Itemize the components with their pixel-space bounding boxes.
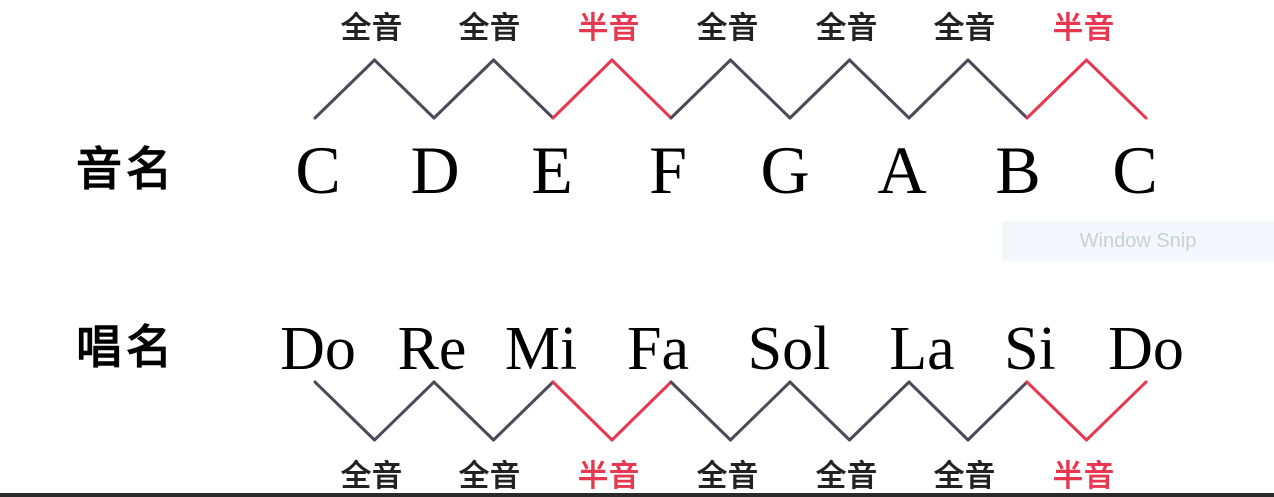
- top-zigzag-segment: [492, 58, 555, 120]
- top-zigzag-segment: [1025, 58, 1088, 120]
- note-solfege: Re: [397, 315, 467, 383]
- note-letter: B: [995, 132, 1041, 208]
- note-letter: G: [760, 132, 810, 208]
- bottom-zigzag-segment: [551, 380, 614, 442]
- bottom-interval-label: 全音: [934, 459, 996, 494]
- bottom-zigzag-segment: [373, 380, 436, 442]
- top-interval-label: 全音: [816, 11, 878, 46]
- top-interval-label: 半音: [1053, 11, 1115, 46]
- top-zigzag-segment: [432, 58, 495, 120]
- top-interval-label: 全音: [697, 11, 759, 46]
- top-interval-label: 全音: [459, 11, 521, 46]
- note-solfege: Do: [1108, 315, 1184, 383]
- bottom-zigzag-segment: [788, 380, 851, 442]
- bottom-zigzag-segment: [313, 380, 376, 442]
- note-solfege: La: [889, 315, 955, 383]
- bottom-zigzag-segment: [432, 380, 495, 442]
- bottom-zigzag-segment: [1085, 380, 1148, 442]
- top-zigzag-segment: [610, 58, 673, 120]
- top-zigzag-segment: [373, 58, 436, 120]
- note-letter: C: [295, 132, 341, 208]
- note-letter: A: [877, 132, 927, 208]
- bottom-interval-label: 全音: [816, 459, 878, 494]
- bottom-interval-label: 全音: [459, 459, 521, 494]
- bottom-interval-label: 半音: [1053, 459, 1115, 494]
- note-letter: E: [531, 132, 573, 208]
- top-interval-label: 半音: [578, 11, 640, 46]
- top-zigzag-segment: [966, 58, 1029, 120]
- bottom-zigzag-segment: [848, 380, 911, 442]
- top-interval-label: 全音: [934, 11, 996, 46]
- note-letter: C: [1112, 132, 1158, 208]
- note-letter: D: [410, 132, 460, 208]
- bottom-zigzag-segment: [907, 380, 970, 442]
- top-interval-label: 全音: [341, 11, 403, 46]
- top-zigzag-segment: [729, 58, 792, 120]
- top-zigzag-segment: [1085, 58, 1148, 120]
- bottom-border: [0, 493, 1274, 497]
- top-zigzag-segment: [551, 58, 614, 120]
- note-solfege: Do: [280, 315, 356, 383]
- bottom-zigzag-segment: [492, 380, 555, 442]
- window-snip-watermark: Window Snip: [1002, 221, 1274, 261]
- bottom-interval-label: 全音: [697, 459, 759, 494]
- note-solfege: Fa: [627, 315, 689, 383]
- top-zigzag-segment: [669, 58, 732, 120]
- note-solfege: Mi: [504, 315, 578, 383]
- top-zigzag-segment: [848, 58, 911, 120]
- bottom-interval-label: 全音: [341, 459, 403, 494]
- bottom-zigzag-segment: [966, 380, 1029, 442]
- bottom-zigzag-segment: [729, 380, 792, 442]
- letter-name-row-label: 音名: [76, 142, 176, 196]
- bottom-zigzag-segment: [610, 380, 673, 442]
- top-zigzag-segment: [313, 58, 376, 120]
- bottom-zigzag-segment: [1025, 380, 1088, 442]
- note-letter: F: [649, 132, 687, 208]
- note-solfege: Sol: [747, 315, 831, 383]
- bottom-zigzag-segment: [669, 380, 732, 442]
- note-solfege: Si: [1004, 315, 1056, 383]
- bottom-interval-label: 半音: [578, 459, 640, 494]
- top-zigzag-segment: [907, 58, 970, 120]
- solfege-row-label: 唱名: [76, 320, 176, 374]
- top-zigzag-segment: [788, 58, 851, 120]
